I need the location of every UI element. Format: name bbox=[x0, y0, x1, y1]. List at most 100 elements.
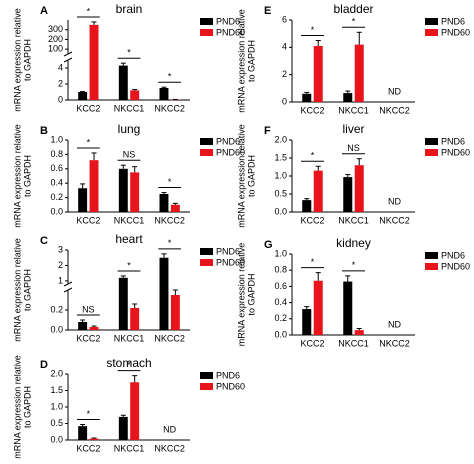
x-tick-label: KCC2 bbox=[76, 103, 100, 113]
bar bbox=[89, 327, 99, 330]
panel-title: brain bbox=[116, 2, 143, 16]
legend-label: PND60 bbox=[441, 27, 470, 37]
legend-swatch bbox=[200, 18, 213, 25]
significance-label: * bbox=[352, 260, 356, 270]
bar bbox=[343, 177, 353, 212]
x-tick-label: NKCC2 bbox=[154, 333, 185, 343]
bar bbox=[130, 172, 140, 212]
significance-label: * bbox=[168, 177, 172, 187]
panel-title: heart bbox=[115, 232, 143, 246]
legend-swatch bbox=[425, 263, 438, 270]
y-tick-label: 2 bbox=[58, 260, 63, 270]
legend-swatch bbox=[425, 149, 438, 156]
y-tick-label: 0.8 bbox=[274, 265, 287, 275]
x-tick-label: NKCC1 bbox=[114, 333, 145, 343]
legend-label: PND60 bbox=[216, 147, 245, 157]
y-tick-label: 1.0 bbox=[50, 401, 63, 411]
bar bbox=[78, 322, 88, 330]
legend-swatch bbox=[425, 252, 438, 259]
legend-label: PND60 bbox=[216, 381, 245, 391]
significance-label: NS bbox=[123, 150, 136, 160]
x-tick-label: NKCC1 bbox=[338, 215, 369, 225]
bar bbox=[89, 24, 99, 100]
legend-label: PND6 bbox=[216, 136, 240, 146]
y-axis-label: mRNA expression relative bbox=[236, 9, 246, 113]
bar bbox=[170, 295, 180, 330]
bar bbox=[302, 200, 312, 212]
bar bbox=[118, 277, 128, 330]
y-tick-label: 1.0 bbox=[274, 170, 287, 180]
y-tick-label: 0.8 bbox=[50, 149, 63, 159]
x-tick-label: NKCC2 bbox=[379, 338, 410, 348]
y-axis-label: mRNA expression relative bbox=[236, 124, 246, 228]
y-tick-label: 4 bbox=[58, 62, 63, 72]
y-axis-label: to GAPDH bbox=[246, 40, 256, 82]
bar bbox=[354, 165, 364, 212]
legend-label: PND60 bbox=[216, 27, 245, 37]
x-tick-label: NKCC2 bbox=[379, 105, 410, 115]
y-axis-label: mRNA expression relative bbox=[12, 238, 22, 342]
legend-swatch bbox=[200, 29, 213, 36]
y-axis-label: to GAPDH bbox=[22, 155, 32, 197]
bar bbox=[159, 257, 169, 330]
y-tick-label: 100 bbox=[48, 44, 63, 54]
panel-letter: C bbox=[40, 235, 48, 247]
y-tick-label: 1 bbox=[58, 275, 63, 285]
bar bbox=[78, 188, 88, 212]
y-tick-label: 4 bbox=[282, 42, 287, 52]
significance-label: * bbox=[352, 17, 356, 27]
significance-label: * bbox=[87, 409, 91, 419]
panel-letter: E bbox=[264, 5, 271, 17]
y-tick-label: 0.4 bbox=[50, 178, 63, 188]
significance-label: * bbox=[311, 151, 315, 161]
y-axis-label: to GAPDH bbox=[22, 269, 32, 311]
y-axis-label: mRNA expression relative bbox=[12, 124, 22, 228]
legend-swatch bbox=[425, 138, 438, 145]
y-tick-label: 0.0 bbox=[50, 434, 63, 444]
bar bbox=[118, 65, 128, 100]
y-tick-label: 2.0 bbox=[50, 368, 63, 378]
panel-letter: G bbox=[264, 239, 273, 251]
not-detected-label: ND bbox=[388, 319, 401, 329]
significance-label: * bbox=[127, 360, 131, 370]
y-tick-label: 2 bbox=[58, 78, 63, 88]
bar bbox=[343, 281, 353, 335]
bar bbox=[159, 88, 169, 100]
legend-label: PND60 bbox=[216, 257, 245, 267]
bar bbox=[170, 204, 180, 212]
legend-label: PND6 bbox=[441, 136, 465, 146]
x-tick-label: KCC2 bbox=[76, 333, 100, 343]
not-detected-label: ND bbox=[388, 196, 401, 206]
panel-title: kidney bbox=[336, 236, 371, 250]
significance-label: * bbox=[311, 25, 315, 35]
x-tick-label: NKCC2 bbox=[154, 215, 185, 225]
legend-label: PND6 bbox=[216, 246, 240, 256]
bar bbox=[130, 90, 140, 100]
y-tick-label: 0.0 bbox=[274, 206, 287, 216]
y-axis-label: mRNA expression relative bbox=[12, 8, 22, 112]
y-axis-label: mRNA expression relative bbox=[236, 243, 246, 347]
legend-swatch bbox=[200, 248, 213, 255]
x-tick-label: NKCC2 bbox=[379, 215, 410, 225]
bar bbox=[313, 170, 323, 212]
significance-label: * bbox=[87, 6, 91, 16]
y-tick-label: 1.5 bbox=[50, 385, 63, 395]
panel-letter: D bbox=[40, 359, 48, 371]
x-tick-label: KCC2 bbox=[300, 338, 324, 348]
legend-swatch bbox=[200, 138, 213, 145]
bar bbox=[89, 438, 99, 440]
not-detected-label: ND bbox=[163, 424, 176, 434]
legend-label: PND6 bbox=[216, 16, 240, 26]
x-tick-label: NKCC1 bbox=[114, 103, 145, 113]
legend-label: PND6 bbox=[441, 250, 465, 260]
bar bbox=[302, 309, 312, 335]
bar bbox=[130, 308, 140, 330]
significance-label: * bbox=[168, 238, 172, 248]
x-tick-label: NKCC2 bbox=[154, 443, 185, 453]
significance-label: * bbox=[127, 48, 131, 58]
bar bbox=[78, 92, 88, 100]
bar bbox=[313, 280, 323, 335]
legend-swatch bbox=[200, 383, 213, 390]
y-tick-label: 1.5 bbox=[274, 152, 287, 162]
y-tick-label: 3 bbox=[58, 244, 63, 254]
